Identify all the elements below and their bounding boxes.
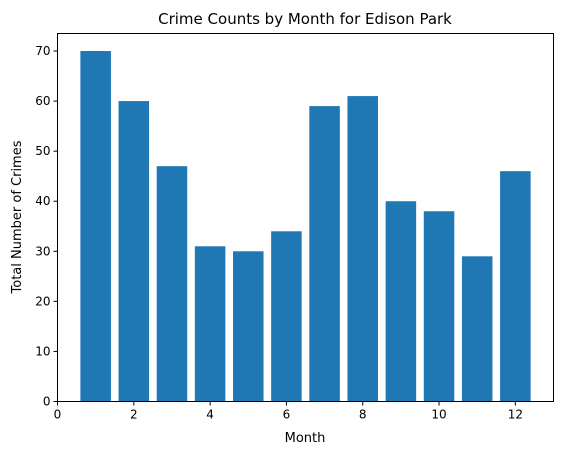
y-tick-label: 30: [35, 244, 50, 258]
y-tick-label: 20: [35, 294, 50, 308]
bar-month-11: [461, 256, 493, 402]
bar-month-9: [385, 201, 417, 402]
y-tick-label: 0: [43, 395, 51, 409]
bar-month-5: [233, 251, 264, 402]
x-axis-ticks: 0 2 4 6 8 10 12: [54, 401, 523, 422]
x-tick-label: 0: [54, 408, 62, 422]
y-axis-ticks: 0 10 20 30 40 50 60 70: [35, 44, 58, 409]
bar-month-12: [500, 171, 531, 402]
bar-month-2: [118, 101, 150, 402]
x-axis-label: Month: [285, 431, 326, 446]
bar-month-10: [423, 211, 455, 402]
plot-frame: [57, 33, 554, 402]
bar-month-8: [347, 96, 378, 402]
x-tick-label: 8: [359, 408, 367, 422]
y-axis-label: Total Number of Crimes: [10, 140, 25, 294]
y-tick-label: 10: [35, 344, 50, 358]
x-tick-label: 4: [206, 408, 214, 422]
y-tick-label: 40: [35, 194, 50, 208]
bar-month-1: [80, 51, 111, 402]
bars-group: [80, 51, 531, 402]
bar-month-4: [194, 246, 226, 402]
x-tick-label: 10: [431, 408, 446, 422]
y-tick-label: 60: [35, 94, 50, 108]
x-tick-label: 12: [508, 408, 523, 422]
bar-month-7: [309, 106, 340, 402]
bar-month-6: [271, 231, 302, 402]
x-tick-label: 6: [283, 408, 291, 422]
y-tick-label: 50: [35, 144, 50, 158]
bar-month-3: [156, 166, 188, 402]
x-tick-label: 2: [130, 408, 138, 422]
y-tick-label: 70: [35, 44, 50, 58]
chart-title: Crime Counts by Month for Edison Park: [158, 10, 452, 28]
